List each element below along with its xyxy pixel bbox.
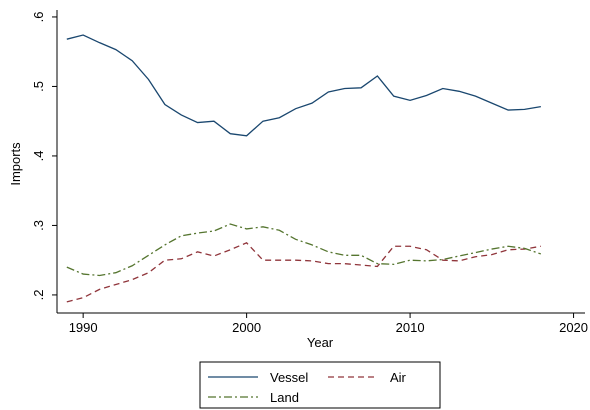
y-tick-label: .3 (31, 220, 46, 231)
x-tick-label: 2010 (396, 320, 425, 335)
y-tick-label: .4 (31, 151, 46, 162)
legend-label: Air (390, 370, 407, 385)
legend-box (199, 361, 441, 409)
legend-label: Vessel (270, 370, 308, 385)
series-line (66, 242, 541, 303)
y-axis-title: Imports (8, 142, 23, 186)
x-axis-title: Year (307, 335, 334, 350)
y-tick-label: .2 (31, 290, 46, 301)
series-line (66, 223, 542, 277)
x-tick-label: 2020 (559, 320, 588, 335)
legend-label: Land (270, 390, 299, 405)
y-tick-label: .5 (31, 81, 46, 92)
x-tick-label: 2000 (232, 320, 261, 335)
y-tick-label: .6 (31, 12, 46, 23)
x-tick-label: 1990 (69, 320, 98, 335)
series-line (66, 34, 541, 137)
